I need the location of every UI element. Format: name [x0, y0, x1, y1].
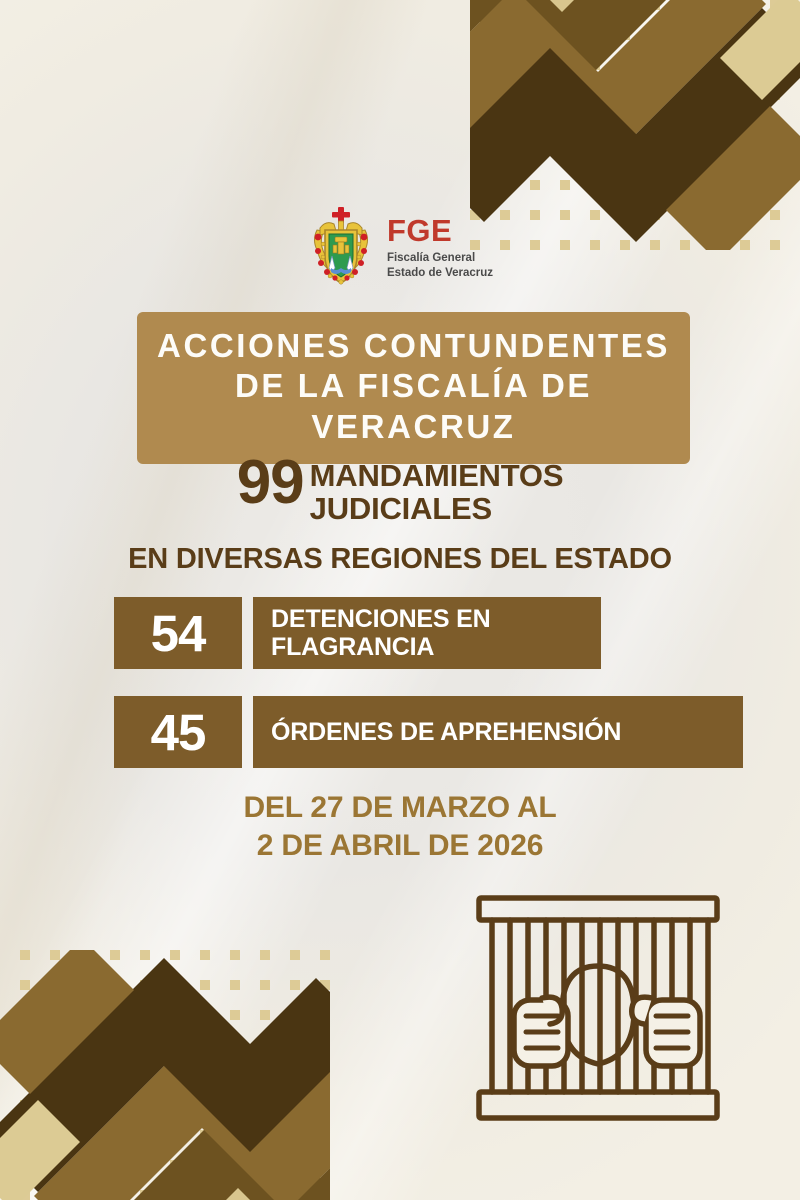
fge-acronym: FGE [386, 213, 453, 249]
date-line-2: 2 DE ABRIL DE 2026 [256, 829, 544, 863]
stat-label: ÓRDENES DE APREHENSIÓN [253, 696, 743, 768]
right-fist-icon [629, 994, 703, 1069]
stat-label: DETENCIONES EN FLAGRANCIA [253, 597, 601, 669]
left-fist-icon [511, 994, 571, 1069]
headline-word-1: MANDAMIENTOS [309, 458, 564, 493]
stat-value: 54 [114, 597, 242, 669]
chevron-stripes-top-right [470, 0, 800, 250]
chevron-stripes-bottom-left [0, 950, 330, 1200]
veracruz-coat-of-arms-icon [313, 207, 368, 285]
date-line-1: DEL 27 DE MARZO AL [243, 791, 557, 824]
stat-value: 45 [114, 696, 242, 768]
headline-words: MANDAMIENTOS JUDICIALES [310, 456, 564, 526]
stat-row: 45 ÓRDENES DE APREHENSIÓN [114, 696, 743, 768]
headline-count-block: 99 MANDAMIENTOS JUDICIALES [0, 448, 800, 526]
fge-subtitle-line2: Estado de Veracruz [386, 267, 494, 279]
brand-header: FGE Fiscalía General Estado de Veracruz [0, 206, 800, 290]
title-line-1: ACCIONES CONTUNDENTES [157, 327, 670, 364]
headline-subtitle: EN DIVERSAS REGIONES DEL ESTADO [128, 543, 672, 575]
corner-decoration-top-right [470, 0, 800, 250]
title-line-2: DE LA FISCALÍA DE [234, 367, 593, 405]
fge-subtitle-line1: Fiscalía General [386, 252, 476, 265]
date-range: DEL 27 DE MARZO AL 2 DE ABRIL DE 2026 [0, 789, 800, 866]
jail-cell-hands-icon [476, 895, 720, 1121]
stat-row: 54 DETENCIONES EN FLAGRANCIA [114, 597, 601, 669]
brand-text: FGE Fiscalía General Estado de Veracruz [387, 215, 493, 280]
title-line-3: VERACRUZ [311, 407, 516, 445]
headline-word-2: JUDICIALES [309, 491, 493, 527]
headline-count: 99 [236, 448, 305, 517]
title-banner: ACCIONES CONTUNDENTES DE LA FISCALÍA DE … [137, 312, 690, 464]
corner-decoration-bottom-left [0, 950, 330, 1200]
